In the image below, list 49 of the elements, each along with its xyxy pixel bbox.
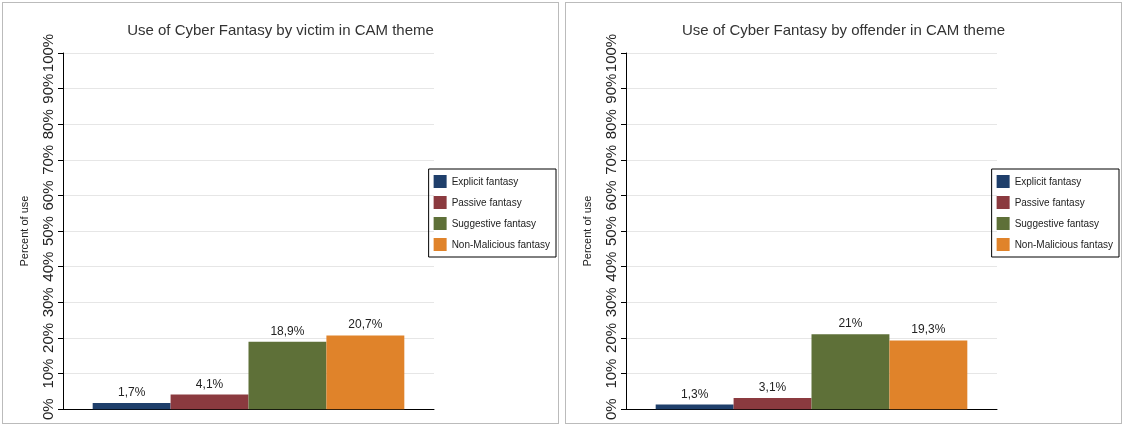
bar	[326, 335, 405, 410]
y-tick-label: 100%	[602, 33, 619, 73]
y-tick-label: 30%	[602, 287, 619, 318]
y-tick-label: 90%	[39, 73, 56, 104]
legend-label: Suggestive fantasy	[1014, 218, 1100, 229]
bar	[811, 334, 890, 410]
y-tick-label: 60%	[39, 180, 56, 211]
data-label: 21%	[838, 316, 863, 331]
chart-title: Use of Cyber Fantasy by offender in CAM theme	[681, 21, 1006, 38]
y-tick-label: 50%	[602, 216, 619, 247]
y-tick-label: 30%	[39, 287, 56, 318]
legend-label: Non-Malicious fantasy	[1014, 239, 1113, 250]
y-tick-label: 70%	[602, 144, 619, 175]
legend-label: Suggestive fantasy	[451, 218, 537, 229]
y-tick-label: 50%	[39, 216, 56, 247]
data-label: 20,7%	[348, 317, 383, 332]
y-tick-label: 90%	[602, 73, 619, 104]
chart-title: Use of Cyber Fantasy by victim in CAM theme	[127, 21, 434, 38]
bar	[733, 398, 812, 410]
y-axis-title: Percent of use	[580, 195, 593, 267]
bar	[889, 340, 968, 410]
y-tick-label: 0%	[39, 398, 56, 420]
y-tick-label: 40%	[602, 251, 619, 282]
bar	[170, 394, 249, 410]
y-tick-label: 10%	[602, 358, 619, 389]
legend-label: Passive fantasy	[1014, 197, 1085, 208]
legend-label: Non-Malicious fantasy	[451, 239, 550, 250]
legend-label: Explicit fantasy	[451, 176, 519, 187]
data-label: 3,1%	[758, 380, 787, 395]
y-tick-label: 80%	[39, 109, 56, 140]
y-tick-label: 20%	[39, 322, 56, 353]
y-tick-label: 100%	[39, 33, 56, 73]
y-tick-label: 40%	[39, 251, 56, 282]
data-label: 1,3%	[680, 386, 709, 401]
data-label: 19,3%	[911, 322, 946, 337]
y-tick-label: 70%	[39, 144, 56, 175]
legend-label: Explicit fantasy	[1014, 176, 1082, 187]
y-axis-title: Percent of use	[17, 195, 30, 267]
bar	[92, 403, 171, 410]
legend-label: Passive fantasy	[451, 197, 522, 208]
bar	[248, 341, 327, 410]
y-tick-label: 60%	[602, 180, 619, 211]
y-tick-label: 10%	[39, 358, 56, 389]
data-label: 4,1%	[195, 376, 224, 391]
y-tick-label: 0%	[602, 398, 619, 420]
data-label: 18,9%	[270, 323, 305, 338]
y-tick-label: 80%	[602, 109, 619, 140]
data-label: 1,7%	[117, 385, 146, 400]
y-tick-label: 20%	[602, 322, 619, 353]
